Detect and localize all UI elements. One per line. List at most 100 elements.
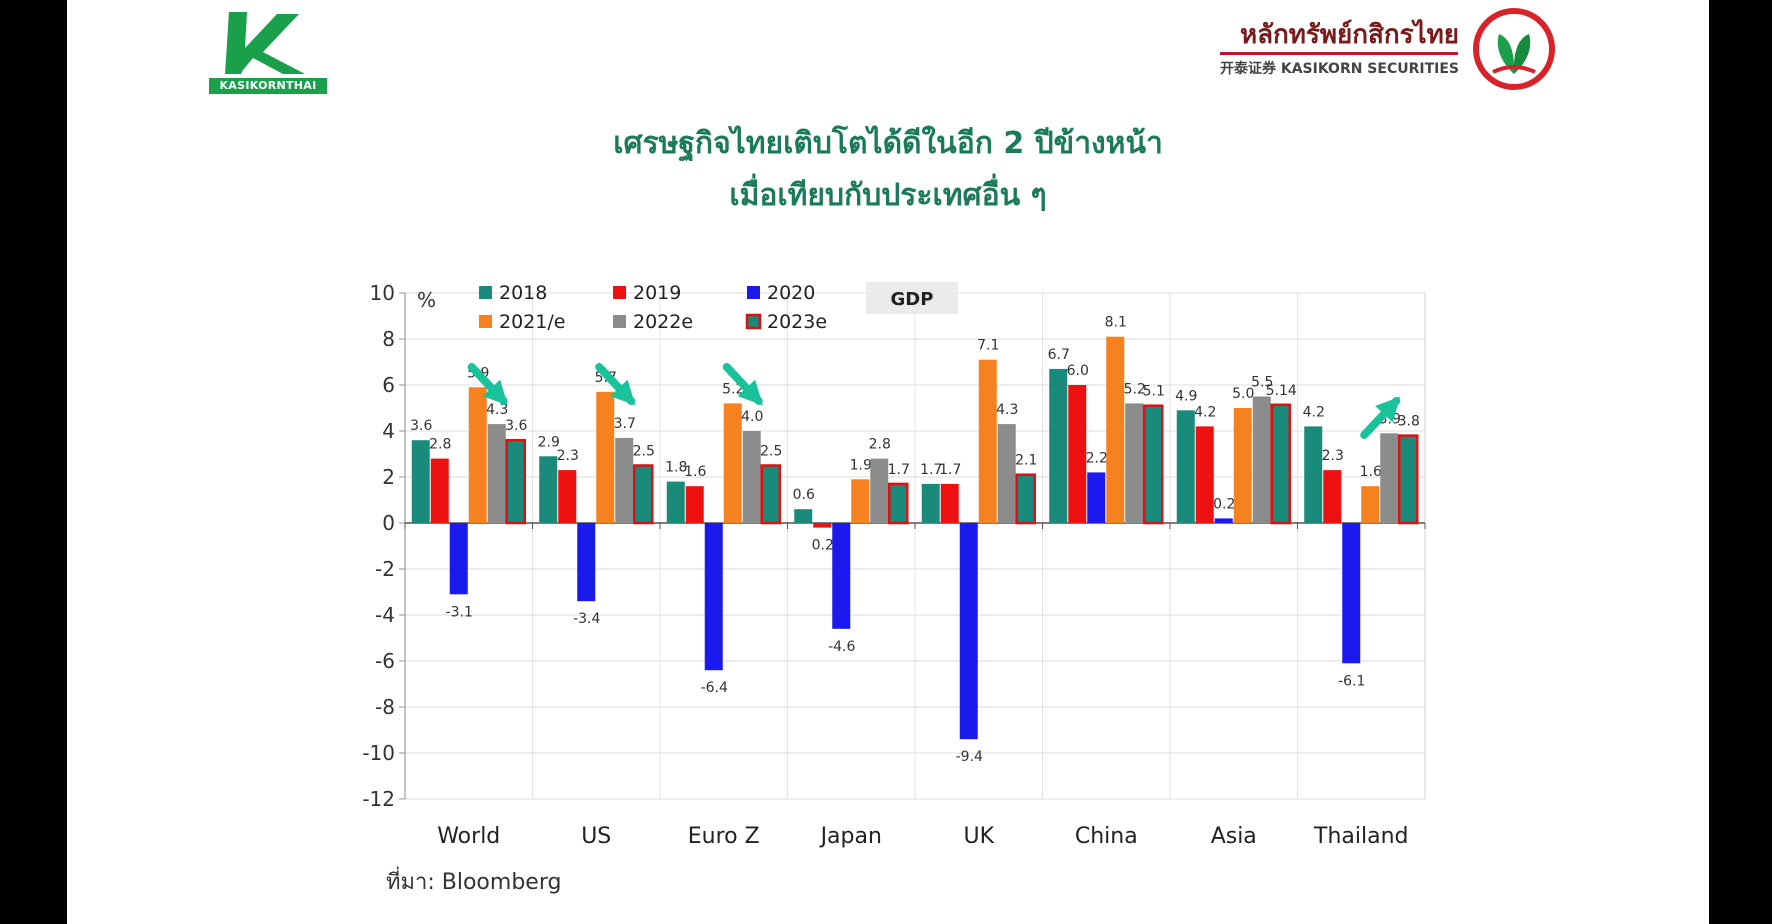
data-label: 3.6 (410, 418, 432, 434)
category-label: Japan (819, 824, 882, 849)
y-tick-label: 8 (382, 327, 395, 351)
category-label: Asia (1211, 824, 1257, 849)
gdp-badge (866, 282, 958, 314)
data-label: 8.1 (1105, 315, 1127, 331)
bar (666, 481, 685, 523)
category-label: Euro Z (688, 824, 760, 849)
bar (468, 387, 487, 523)
bar (1380, 433, 1399, 523)
legend-label: 2019 (633, 282, 681, 304)
y-tick-label: -2 (375, 557, 395, 581)
data-label: 2.9 (538, 434, 560, 450)
category-label: US (581, 824, 611, 849)
y-tick-label: -12 (362, 787, 395, 811)
y-tick-label: 6 (382, 373, 395, 397)
category-label: World (437, 824, 500, 849)
bar (1323, 470, 1342, 523)
bar (959, 523, 978, 740)
bar (940, 483, 959, 523)
bar (1214, 518, 1233, 523)
bar (1342, 523, 1361, 664)
y-tick-label: -8 (375, 695, 395, 719)
legend-label: 2023e (767, 311, 827, 333)
bar (742, 431, 761, 523)
kasikorn-emblem-icon (1473, 8, 1555, 90)
bar (794, 509, 813, 523)
data-label: 1.9 (850, 457, 872, 473)
bar (1068, 385, 1087, 523)
data-label: 2.8 (869, 437, 891, 453)
category-label: China (1075, 824, 1138, 849)
legend-swatch (479, 315, 492, 328)
data-label: 1.7 (939, 462, 961, 478)
bar (685, 486, 704, 523)
legend-label: 2020 (767, 282, 815, 304)
y-tick-label: 10 (370, 281, 395, 305)
data-label: 5.2 (1124, 381, 1146, 397)
data-label: 1.6 (1360, 464, 1382, 480)
data-label: 3.8 (1398, 414, 1420, 430)
bar (997, 424, 1016, 523)
bar (449, 523, 468, 595)
bar (723, 403, 742, 523)
bar (851, 479, 870, 523)
trend-arrow-head (482, 379, 508, 406)
data-label: 4.3 (486, 402, 508, 418)
data-label: 4.2 (1194, 404, 1216, 420)
data-label: -4.6 (828, 639, 855, 655)
data-label: 6.0 (1067, 363, 1089, 379)
source-note: ที่มา: Bloomberg (386, 870, 562, 895)
data-label: -3.1 (446, 604, 473, 620)
data-label: 2.1 (1015, 453, 1037, 469)
kasikornthai-logo-text: KASIKORNTHAI (209, 78, 327, 94)
bar (978, 359, 997, 523)
data-label: 6.7 (1048, 347, 1070, 363)
data-label: 1.6 (684, 464, 706, 480)
bar (760, 464, 781, 525)
data-label: -6.1 (1338, 673, 1365, 689)
legend-swatch (747, 286, 760, 299)
y-tick-label: -10 (362, 741, 395, 765)
data-label: 2.3 (557, 448, 579, 464)
bar (1361, 486, 1380, 523)
data-label: -9.4 (956, 749, 983, 765)
y-tick-label: -6 (375, 649, 395, 673)
bar (487, 424, 506, 523)
bar (430, 458, 449, 523)
bar (1049, 368, 1068, 523)
gdp-bar-chart: 10 8 6 4 2 0 -2 -4 -6 -8 -10 -12 3.6 2.9 1.8 0.6 1.7 6.7 4… (362, 281, 1426, 849)
logo-divider (1220, 52, 1458, 55)
legend-label: 2021/e (499, 311, 565, 333)
kasikornthai-logo (225, 12, 305, 74)
legend-swatch (479, 286, 492, 299)
legend-label: 2018 (499, 282, 547, 304)
data-label: 0.2 (812, 538, 834, 554)
bar (1270, 403, 1291, 525)
legend-label: 2022e (633, 311, 693, 333)
data-label: 1.8 (665, 460, 687, 476)
data-label: 3.7 (614, 416, 636, 432)
unit-label: % (417, 288, 436, 312)
bar (1015, 473, 1036, 525)
data-label: -6.4 (701, 680, 728, 696)
trend-arrow-head (737, 379, 763, 406)
bar (633, 464, 654, 525)
data-label: 4.9 (1175, 388, 1197, 404)
bar (1398, 434, 1419, 525)
data-label: 5.1 (1143, 384, 1165, 400)
data-label: 5.5 (1251, 375, 1273, 391)
bar (577, 523, 596, 602)
data-label: 1.7 (888, 462, 910, 478)
bar (596, 391, 615, 523)
kasikorn-securities-thai-name: หลักทรัพย์กสิกรไทย (1239, 20, 1459, 50)
bar (832, 523, 851, 629)
legend-swatch (613, 315, 626, 328)
trend-arrow-head (610, 379, 636, 406)
bar (1252, 396, 1271, 523)
bar (411, 440, 430, 523)
trend-arrow-head (1375, 396, 1401, 423)
bar (888, 482, 909, 525)
bar (1195, 426, 1214, 523)
bar (1143, 404, 1164, 525)
data-label: 1.7 (920, 462, 942, 478)
